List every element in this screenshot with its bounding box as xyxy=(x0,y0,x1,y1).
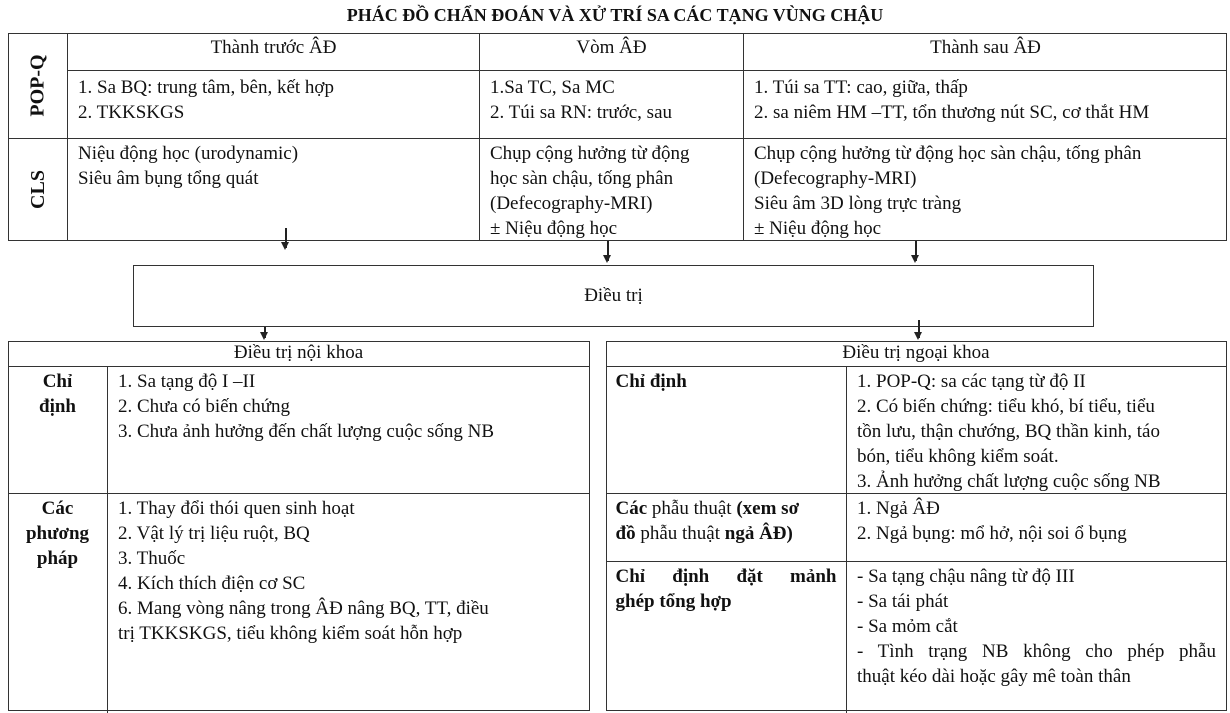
text-part: đồ xyxy=(615,523,636,544)
text-line: (Defecography-MRI) xyxy=(754,168,917,189)
text-line: 2. Có biến chứng: tiểu khó, bí tiểu, tiể… xyxy=(857,396,1155,417)
text-line: 6. Mang vòng nâng trong ÂĐ nâng BQ, TT, … xyxy=(118,598,489,619)
text-part: phẫu thuật xyxy=(635,523,725,544)
text-line: 2. Vật lý trị liệu ruột, BQ xyxy=(118,523,310,544)
text-line: 1. Túi sa TT: cao, giữa, thấp xyxy=(754,77,968,98)
text-line: 1. POP-Q: sa các tạng từ độ II xyxy=(857,371,1086,392)
text-line: (Defecography-MRI) xyxy=(490,193,653,214)
text-line: - Sa mỏm cắt xyxy=(857,616,958,637)
surgical-procedures-label: Các phẫu thuật (xem sơ đồ phẫu thuật ngả… xyxy=(605,493,847,561)
text-line: ghép tổng hợp xyxy=(615,591,732,612)
text-line: - Sa tái phát xyxy=(857,591,949,612)
arrow-down-icon xyxy=(261,327,267,340)
text-line: 2. Ngả bụng: mổ hở, nội soi ổ bụng xyxy=(857,523,1127,544)
text-part: (xem sơ xyxy=(736,498,800,519)
medical-methods-items: 1. Thay đổi thói quen sinh hoạt 2. Vật l… xyxy=(107,493,589,713)
cls-vault: Chụp cộng hưởng từ động học sàn chậu, tố… xyxy=(479,138,743,240)
popq-vault: 1.Sa TC, Sa MC 2. Túi sa RN: trước, sau xyxy=(479,70,743,138)
surgical-indication-items: 1. POP-Q: sa các tạng từ độ II 2. Có biế… xyxy=(846,366,1226,493)
popq-posterior: 1. Túi sa TT: cao, giữa, thấp 2. sa niêm… xyxy=(743,70,1227,138)
surgical-mesh-items: - Sa tạng chậu nâng từ độ III - Sa tái p… xyxy=(846,561,1226,713)
arrow-down-icon xyxy=(282,228,288,250)
text-line: ± Niệu động học xyxy=(490,218,618,239)
diagnosis-table: POP-Q CLS Thành trước ÂĐ Vòm ÂĐ Thành sa… xyxy=(8,32,1227,241)
row-label-popq: POP-Q xyxy=(26,54,49,117)
text-line: 1. Sa tạng độ I –II xyxy=(118,371,256,392)
treatment-label: Điều trị xyxy=(584,285,643,306)
text-line: Chỉ định xyxy=(615,371,687,392)
page-title: PHÁC ĐỒ CHẨN ĐOÁN VÀ XỬ TRÍ SA CÁC TẠNG … xyxy=(346,5,884,25)
text-line: 3. Chưa ảnh hưởng đến chất lượng cuộc số… xyxy=(118,421,495,442)
row-label-cls: CLS xyxy=(9,138,67,240)
text-line: 1.Sa TC, Sa MC xyxy=(490,77,615,98)
cls-anterior: Niệu động học (urodynamic) Siêu âm bụng … xyxy=(67,138,479,240)
arrow-down-icon xyxy=(604,241,610,263)
text-line: trị TKKSKGS, tiểu không kiểm soát hỗn hợ… xyxy=(118,623,463,644)
text-line: Niệu động học (urodynamic) xyxy=(78,143,299,164)
surgical-treatment-table: Điều trị ngoại khoa Chỉ định 1. POP-Q: s… xyxy=(605,341,1227,713)
arrow-down-icon xyxy=(912,241,918,263)
column-header-posterior: Thành sau ÂĐ xyxy=(743,32,1227,71)
text-line: - Sa tạng chậu nâng từ độ III xyxy=(857,566,1075,587)
text-line: Chụp cộng hưởng từ động học sàn chậu, tố… xyxy=(754,143,1142,164)
arrow-down-icon xyxy=(915,320,921,340)
text-line: phương xyxy=(25,523,90,544)
text-part: phẫu thuật xyxy=(647,498,737,519)
text-line: 3. Thuốc xyxy=(118,548,186,569)
text-line: - Tình trạng NB không cho phép phẫu xyxy=(857,641,1216,662)
text-line: 3. Ảnh hưởng chất lượng cuộc sống NB xyxy=(857,471,1161,492)
text-line: thuật kéo dài hoặc gây mê toàn thân xyxy=(857,666,1131,687)
treatment-box: Điều trị xyxy=(133,265,1094,327)
medical-methods-label: Các phương pháp xyxy=(7,493,108,713)
surgical-procedures-items: 1. Ngả ÂĐ 2. Ngả bụng: mổ hở, nội soi ổ … xyxy=(846,493,1226,561)
text-line: định xyxy=(39,396,76,417)
text-line: 2. Túi sa RN: trước, sau xyxy=(490,102,673,123)
text-line: 2. TKKSKGS xyxy=(78,102,185,123)
surgical-mesh-label: Chỉ định đặt mảnh ghép tổng hợp xyxy=(605,561,847,713)
medical-indication-label: Chỉ định xyxy=(7,366,108,493)
text-line: Các xyxy=(41,498,74,519)
surgical-header: Điều trị ngoại khoa xyxy=(842,341,990,363)
text-line: 1. Sa BQ: trung tâm, bên, kết hợp xyxy=(78,77,334,98)
medical-header: Điều trị nội khoa xyxy=(233,341,364,363)
popq-anterior: 1. Sa BQ: trung tâm, bên, kết hợp 2. TKK… xyxy=(67,70,479,138)
medical-indication-items: 1. Sa tạng độ I –II 2. Chưa có biến chứn… xyxy=(107,366,589,493)
text-line: 2. Chưa có biến chứng xyxy=(118,396,291,417)
column-header-anterior: Thành trước ÂĐ xyxy=(67,32,479,71)
text-line: 1. Ngả ÂĐ xyxy=(857,498,940,519)
text-line: Chỉ định đặt mảnh xyxy=(615,566,837,587)
text-line: Siêu âm bụng tổng quát xyxy=(78,168,259,189)
surgical-indication-label: Chỉ định xyxy=(605,366,847,493)
text-line: 2. sa niêm HM –TT, tổn thương nút SC, cơ… xyxy=(754,102,1150,123)
medical-treatment-table: Điều trị nội khoa Chỉ định 1. Sa tạng độ… xyxy=(7,341,590,713)
text-line: Chụp cộng hưởng từ động xyxy=(490,143,690,164)
text-line: 4. Kích thích điện cơ SC xyxy=(118,573,306,594)
text-line: tồn lưu, thận chướng, BQ thần kinh, táo xyxy=(857,421,1160,442)
text-part: Các xyxy=(615,498,648,519)
text-line: học sàn chậu, tống phân xyxy=(490,168,674,189)
text-line: pháp xyxy=(36,548,79,569)
cls-posterior: Chụp cộng hưởng từ động học sàn chậu, tố… xyxy=(743,138,1227,240)
text-line: Chỉ xyxy=(42,371,73,392)
text-line: 1. Thay đổi thói quen sinh hoạt xyxy=(118,498,355,519)
text-part: ngả ÂĐ) xyxy=(724,523,793,544)
text-line: Siêu âm 3D lòng trực tràng xyxy=(754,193,962,214)
text-line: bón, tiểu không kiểm soát. xyxy=(857,446,1059,467)
text-line: ± Niệu động học xyxy=(754,218,882,239)
column-header-vault: Vòm ÂĐ xyxy=(479,32,743,71)
